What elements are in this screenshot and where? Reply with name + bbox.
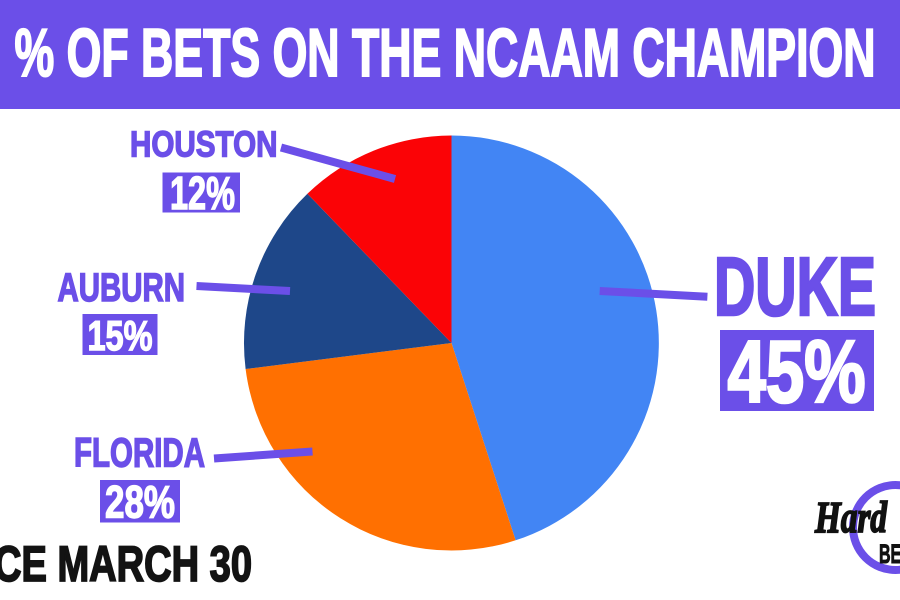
- svg-text:AUBURN: AUBURN: [58, 266, 186, 310]
- svg-text:45%: 45%: [728, 322, 866, 421]
- svg-text:Hard: Hard: [814, 493, 888, 542]
- svg-text:HOUSTON: HOUSTON: [130, 124, 278, 165]
- svg-text:28%: 28%: [105, 477, 175, 528]
- svg-text:FLORIDA: FLORIDA: [74, 430, 205, 476]
- svg-text:BET: BET: [879, 539, 900, 569]
- svg-text:CE MARCH 30: CE MARCH 30: [0, 536, 252, 592]
- svg-text:% OF BETS ON THE NCAAM CHAMPIO: % OF BETS ON THE NCAAM CHAMPION: [15, 15, 876, 91]
- svg-text:DUKE: DUKE: [714, 240, 876, 333]
- svg-text:12%: 12%: [170, 167, 235, 219]
- svg-text:15%: 15%: [88, 312, 153, 359]
